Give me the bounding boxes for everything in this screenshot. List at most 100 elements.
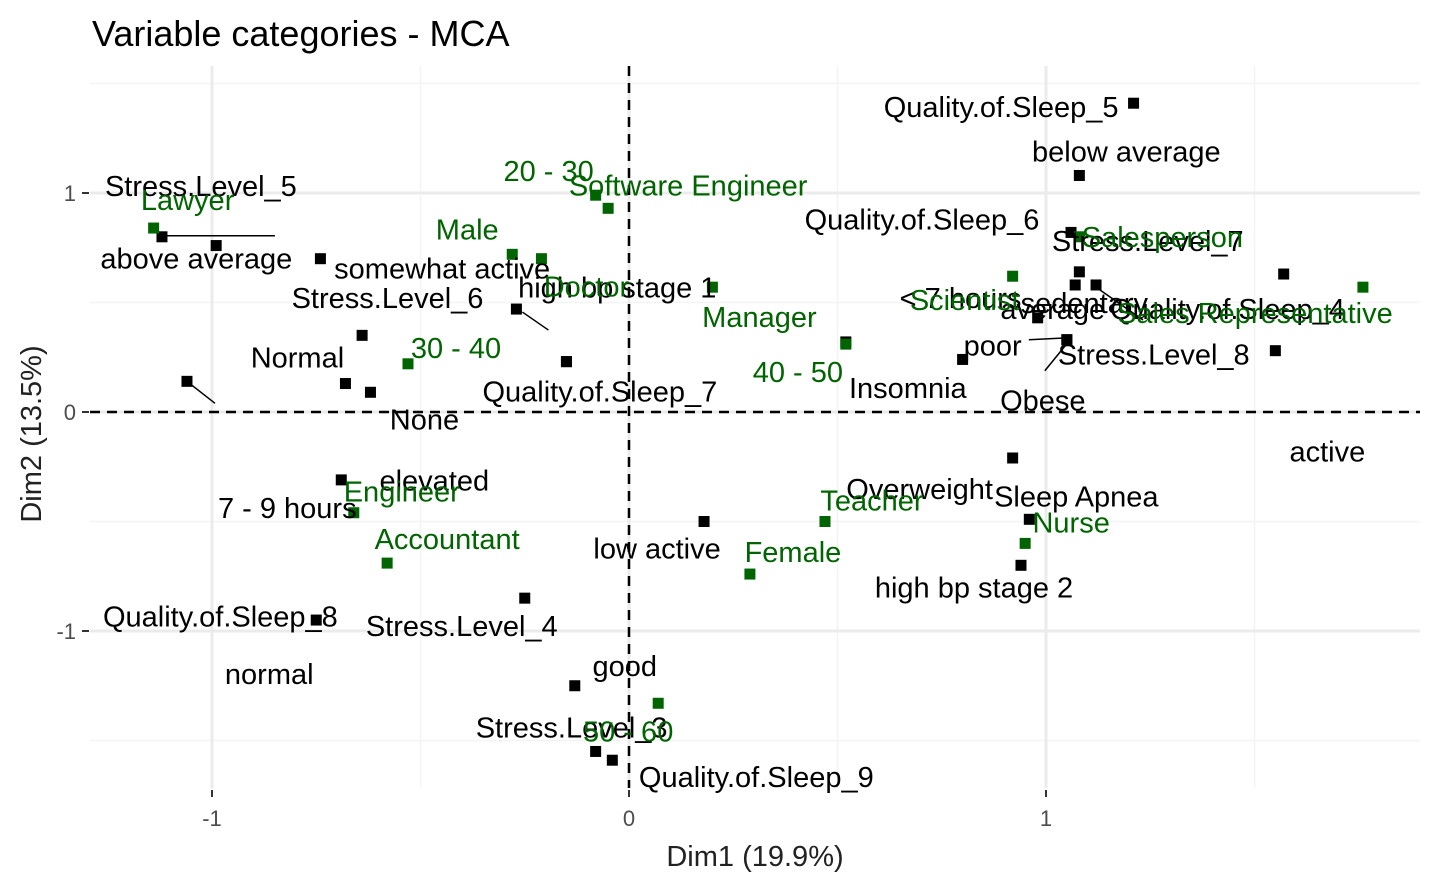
point-engineer	[348, 507, 360, 519]
label-7-9-hours: 7 - 9 hours	[218, 493, 357, 525]
point-accountant	[381, 557, 393, 569]
point-40-50	[840, 338, 852, 350]
point-quality-of-sleep-6	[1065, 226, 1077, 238]
y-tick-label: 0	[64, 400, 76, 425]
label-quality-of-sleep-5: Quality.of.Sleep_5	[884, 92, 1119, 124]
label-overweight: Overweight	[846, 474, 993, 506]
leader-line-quality-of-sleep-8	[191, 384, 216, 404]
label-obese: Obese	[1000, 386, 1085, 418]
reference-lines	[90, 66, 1420, 788]
label-quality-of-sleep-7: Quality.of.Sleep_7	[482, 377, 717, 409]
point-good	[569, 680, 581, 692]
label-stress-level-5: Stress.Level_5	[105, 171, 297, 203]
point-7-9-hours	[335, 474, 347, 486]
point-doctor	[535, 253, 547, 265]
label-sedentary: sedentary	[1021, 288, 1149, 320]
point-normal	[339, 378, 351, 390]
point-quality-of-sleep-9	[606, 754, 618, 766]
label-normal: Normal	[251, 343, 344, 375]
point-above-average	[314, 253, 326, 265]
point-manager	[706, 281, 718, 293]
label-40-50: 40 - 50	[753, 357, 843, 389]
point-sales-representative	[1357, 281, 1369, 293]
label-7-hours: < 7 hours	[900, 283, 1022, 315]
x-axis-title: Dim1 (19.9%)	[666, 841, 843, 873]
point-female	[744, 568, 756, 580]
point-scientist	[1007, 270, 1019, 282]
y-tick-label: 1	[64, 181, 76, 206]
label-high-bp-stage-1: high bp stage 1	[518, 272, 716, 304]
point-nurse	[1019, 537, 1031, 549]
point-average	[1069, 279, 1081, 291]
label-low-active: low active	[593, 534, 720, 566]
point-low-active	[698, 516, 710, 527]
point-high-bp-stage-2	[1015, 559, 1027, 571]
label-normal: normal	[225, 659, 314, 691]
label-sleep-apnea: Sleep Apnea	[994, 481, 1159, 513]
point-overweight	[1007, 452, 1019, 464]
y-tick-label: -1	[56, 619, 76, 644]
point-sleep-apnea	[1023, 513, 1035, 525]
leader-line-obese	[1044, 343, 1068, 372]
point-sedentary	[1073, 266, 1085, 278]
point-50-60	[652, 697, 664, 709]
label-poor: poor	[964, 330, 1022, 362]
label-20-30: 20 - 30	[503, 156, 593, 188]
y-axis-title: Dim2 (13.5%)	[16, 345, 48, 522]
point-salesperson	[1073, 231, 1085, 243]
label-nurse: Nurse	[1032, 507, 1109, 539]
category-points	[148, 97, 1369, 766]
label-accountant: Accountant	[375, 524, 520, 556]
label-software-engineer: Software Engineer	[569, 170, 808, 202]
chart-title: Variable categories - MCA	[92, 13, 510, 54]
label-average: average	[1000, 294, 1105, 326]
label-quality-of-sleep-8: Quality.of.Sleep_8	[103, 601, 338, 633]
label-lawyer: Lawyer	[141, 185, 235, 217]
x-tick-label: 0	[623, 806, 635, 831]
point-quality-of-sleep-4	[1090, 279, 1102, 291]
label-active: active	[1289, 437, 1365, 469]
label-quality-of-sleep-4: Quality.of.Sleep_4	[1110, 294, 1345, 326]
label-teacher: Teacher	[820, 486, 924, 518]
point-stress-level-3	[590, 745, 602, 757]
label-elevated: elevated	[379, 466, 489, 498]
point-lawyer	[148, 222, 160, 234]
label-30-40: 30 - 40	[411, 333, 501, 365]
label-good: good	[593, 651, 658, 683]
point-high-bp-stage-1	[356, 329, 368, 341]
label-female: Female	[745, 537, 842, 569]
label-engineer: Engineer	[344, 477, 460, 509]
label-sales-representative: Sales Representative	[1117, 298, 1393, 330]
label-somewhat-active: somewhat active	[334, 254, 550, 286]
point-software-engineer	[602, 202, 614, 214]
label-stress-level-7: Stress.Level_7	[1052, 226, 1244, 258]
label-below-average: below average	[1032, 136, 1221, 168]
label-stress-level-4: Stress.Level_4	[366, 611, 558, 643]
label-50-60: 50 - 60	[583, 716, 673, 748]
label-male: Male	[436, 214, 499, 246]
point-none	[364, 386, 376, 398]
point-quality-of-sleep-8	[181, 375, 193, 387]
point-20-30	[590, 189, 602, 201]
label-salesperson: Salesperson	[1082, 222, 1243, 254]
point-stress-level-5	[156, 231, 168, 243]
point-7-hours	[1032, 312, 1044, 324]
leader-line-quality-of-sleep-4	[1099, 289, 1144, 321]
label-stress-level-3: Stress.Level_3	[476, 712, 668, 744]
point-obese	[1061, 334, 1073, 346]
point-30-40	[402, 358, 414, 370]
label-stress-level-6: Stress.Level_6	[292, 283, 484, 315]
label-manager: Manager	[702, 302, 817, 334]
leader-line-stress-level-6	[521, 311, 549, 331]
label-scientist: Scientist	[910, 285, 1020, 317]
label-above-average: above average	[100, 244, 292, 276]
label-stress-level-8: Stress.Level_8	[1058, 340, 1250, 372]
point-normal	[310, 614, 322, 626]
label-doctor: Doctor	[544, 272, 630, 304]
point-somewhat-active	[210, 240, 222, 252]
point-stress-level-7	[1278, 268, 1290, 280]
point-quality-of-sleep-7	[560, 356, 572, 368]
point-below-average	[1073, 169, 1085, 181]
